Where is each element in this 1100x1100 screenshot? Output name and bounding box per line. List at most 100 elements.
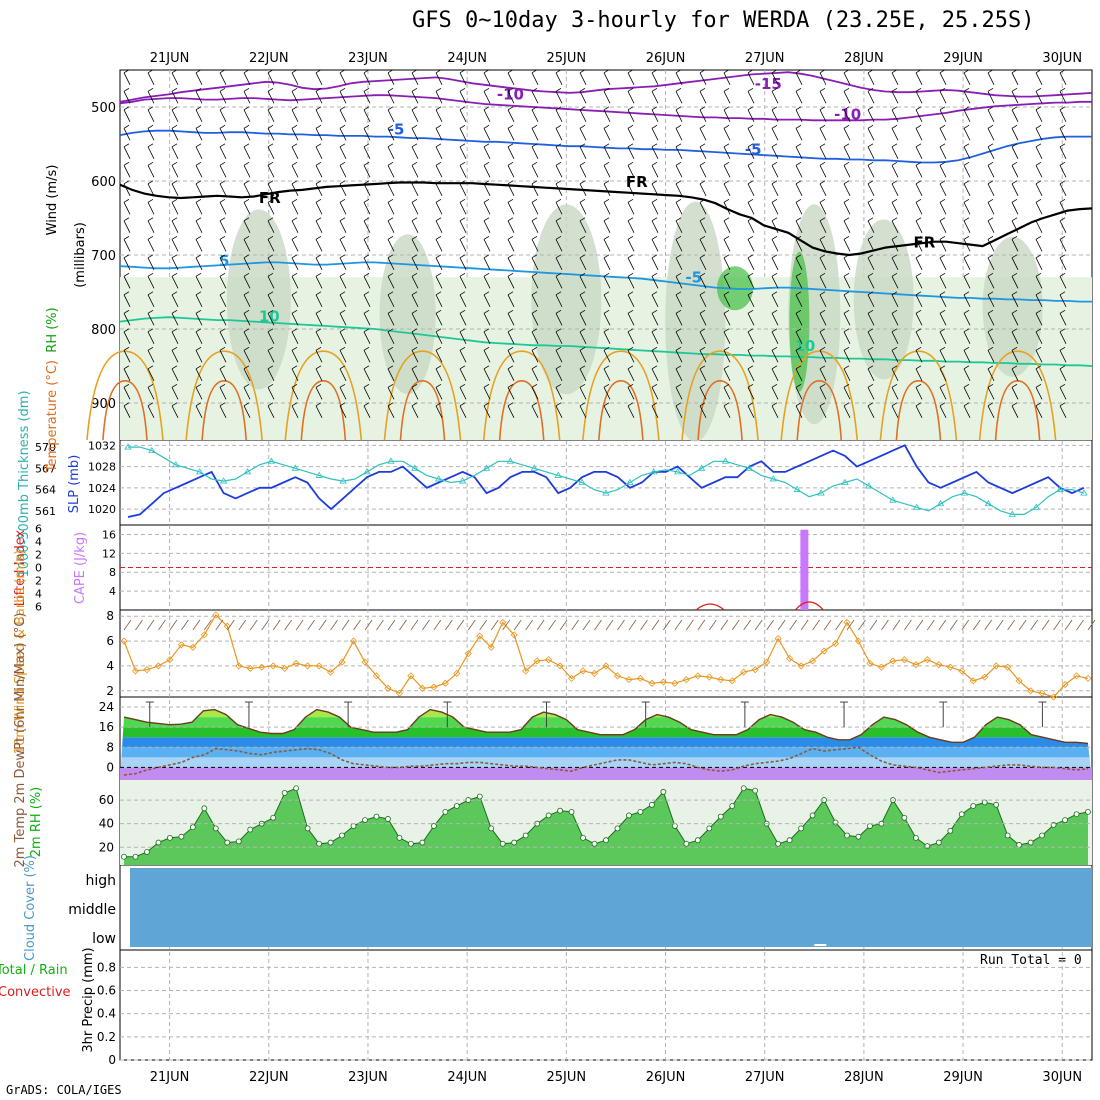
wind-barb: [915, 328, 922, 333]
wind-barb: [699, 69, 706, 74]
wind-barb: [555, 220, 563, 233]
wind-barb: [627, 276, 635, 289]
wind-barb: [339, 291, 346, 296]
wind-barb: [1059, 69, 1066, 74]
x-tick-label-bottom: 27JUN: [745, 1070, 785, 1085]
wind-barb: [147, 143, 154, 148]
wind-barb: [747, 387, 755, 400]
surface-wind-barb: [181, 619, 189, 631]
wind-barb: [795, 161, 802, 166]
wind-barb: [771, 69, 778, 74]
wind-barb: [1011, 257, 1019, 270]
wind-barb: [507, 276, 515, 289]
isotherm-line: [119, 71, 1093, 103]
surface-wind-barb: [1076, 619, 1084, 631]
thickness-marker: [793, 485, 801, 492]
wind-barb: [267, 146, 275, 159]
wind-barb: [579, 239, 587, 252]
wind-barb: [219, 368, 227, 381]
wind-barb: [987, 202, 995, 215]
wind-barb: [963, 235, 970, 240]
temperature-contour: [102, 379, 148, 441]
wind-barb: [387, 405, 395, 418]
wind-barb: [291, 402, 298, 407]
wind-barb: [483, 235, 490, 240]
wind-barb: [963, 257, 971, 270]
wind-barb: [363, 254, 370, 259]
wind-speed-marker: [499, 618, 507, 626]
wind-barb: [531, 106, 538, 111]
wind-barb: [1035, 328, 1042, 333]
wind-barb: [1059, 128, 1067, 141]
wind-barb: [675, 294, 683, 307]
wind-barb: [747, 346, 754, 351]
wind-barb: [171, 254, 178, 259]
wind-barb: [123, 331, 131, 344]
wind-barb: [627, 365, 634, 370]
wind-barb: [291, 276, 299, 289]
wind-barb: [267, 368, 275, 381]
thickness-marker: [650, 468, 658, 475]
wind-barb: [627, 254, 634, 259]
ylabel-slp: SLP (mb): [67, 455, 82, 514]
wind-barb: [219, 313, 227, 326]
wind-barb: [243, 198, 250, 203]
wind-barb: [531, 165, 539, 178]
wind-barb: [123, 313, 131, 326]
wind-barb: [123, 146, 131, 159]
temperature-band: [120, 717, 1092, 728]
wind-barb: [987, 72, 995, 85]
wind-barb: [627, 402, 634, 407]
wind-barb: [579, 383, 586, 388]
wind-barb: [747, 365, 754, 370]
wind-barb: [459, 180, 466, 185]
wind-barb: [435, 109, 443, 122]
wind-barb: [219, 235, 226, 240]
wind-barb: [819, 235, 826, 240]
li-tick-label: 2: [35, 548, 42, 561]
wind-barb: [795, 87, 802, 92]
wind-barb: [243, 87, 250, 92]
surface-wind-barb: [502, 619, 511, 631]
surface-wind-barb: [892, 619, 901, 631]
wind-barb: [123, 109, 131, 122]
wind-barb: [819, 180, 826, 185]
wind-barb: [1035, 183, 1043, 196]
wind-barb: [771, 91, 779, 104]
rh-marker: [408, 840, 414, 847]
wind-barb: [267, 291, 274, 296]
wind-barb: [483, 257, 491, 270]
rh-marker: [993, 801, 1000, 808]
wind-barb: [939, 106, 946, 111]
wind-barb: [939, 202, 947, 215]
wind-barb: [675, 276, 683, 289]
wind-barb: [411, 69, 418, 74]
wind-barb: [843, 365, 850, 370]
wind-barb: [891, 217, 898, 222]
wind-barb: [795, 365, 802, 370]
wind-barb: [1035, 217, 1042, 222]
wind-barb: [435, 220, 443, 233]
wind-barb: [675, 328, 682, 333]
wind-barb: [243, 69, 250, 74]
wind-barb: [891, 161, 898, 166]
wind-barb: [363, 257, 371, 270]
wind-barb: [939, 291, 946, 296]
wind-barb: [579, 276, 587, 289]
wind-barb: [723, 350, 731, 363]
wind-barb: [435, 106, 442, 111]
cape-tick-label: 8: [109, 566, 116, 579]
wind-barb: [147, 257, 155, 270]
wind-barb: [507, 313, 515, 326]
wind-barb: [627, 161, 634, 166]
wind-barb: [891, 143, 898, 148]
wind-speed-marker: [395, 689, 403, 697]
rh-shading-blob: [226, 209, 291, 390]
wind-barb: [939, 405, 947, 418]
wind-barb: [771, 183, 779, 196]
wind-barb: [411, 350, 419, 363]
li-tick-label: 4: [35, 535, 42, 548]
wind-barb: [579, 405, 587, 418]
wind-barb: [1011, 146, 1019, 159]
wind-barb: [1011, 365, 1018, 370]
